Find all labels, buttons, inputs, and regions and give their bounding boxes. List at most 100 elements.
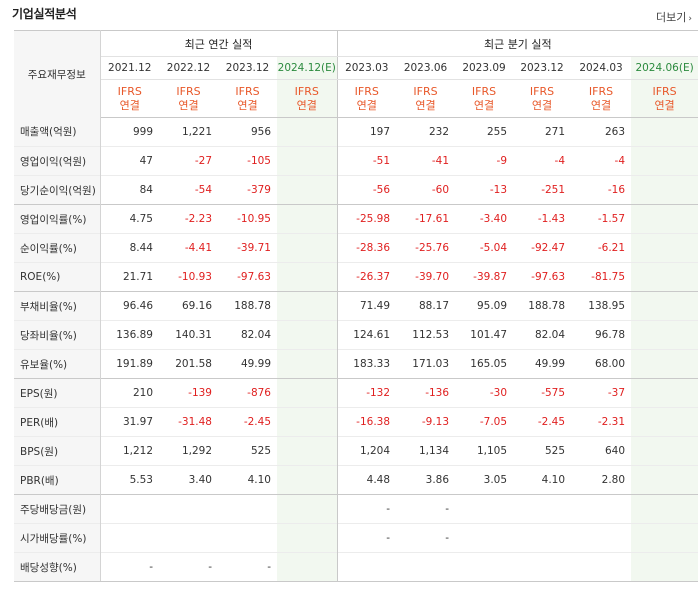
- table-cell: -: [336, 523, 397, 553]
- table-cell: 21.71: [100, 262, 159, 292]
- ifrs-line2: 연결: [296, 98, 317, 112]
- section-title: 기업실적분석: [12, 7, 77, 21]
- table-row: 유보율(%) 191.89 201.58 49.99 183.33 171.03 165.0…: [14, 349, 698, 379]
- table-cell: 1,221: [181, 126, 212, 138]
- table-cell: -: [396, 523, 456, 553]
- row-label: EPS(원): [14, 378, 101, 408]
- table-cell: -: [100, 552, 159, 582]
- table-cell: -6.21: [571, 233, 632, 263]
- table-cell: 112.53: [396, 320, 456, 350]
- table-cell: 2.80: [571, 465, 632, 495]
- table-cell: -: [336, 494, 397, 524]
- ifrs-label: IFRS 연결: [159, 79, 218, 118]
- ifrs-label: IFRS 연결: [631, 79, 698, 118]
- table-cell: [277, 175, 338, 205]
- table-cell: [277, 291, 338, 321]
- table-cell: -5.04: [455, 233, 514, 263]
- table-cell: -4.41: [159, 233, 218, 263]
- ifrs-line2: 연결: [356, 98, 377, 112]
- table-cell: -81.75: [571, 262, 632, 292]
- table-cell: [631, 320, 698, 350]
- table-row: 당기순이익(억원) 84 -54 -379 -56 -60 -13 -251 -16: [14, 175, 698, 205]
- ifrs-label: IFRS 연결: [513, 79, 572, 118]
- table-cell: 3.86: [396, 465, 456, 495]
- table-cell: [631, 291, 698, 321]
- table-cell: -7.05: [455, 407, 514, 437]
- table-cell: [277, 465, 338, 495]
- table-cell: [631, 146, 698, 176]
- table-cell: 191.89: [100, 349, 159, 379]
- table-cell: [455, 552, 514, 582]
- table-cell: -575: [513, 378, 572, 408]
- row-label: 당좌비율(%): [14, 320, 101, 350]
- table-cell: 1,292: [159, 436, 218, 466]
- table-cell: -97.63: [513, 262, 572, 292]
- table-cell: -379: [218, 175, 277, 205]
- table-cell: [277, 117, 338, 147]
- table-cell: 96.78: [571, 320, 632, 350]
- table-row: 시가배당률(%) - -: [14, 523, 698, 553]
- table-cell: -2.45: [513, 407, 572, 437]
- table-cell: [277, 407, 338, 437]
- table-cell: -39.87: [455, 262, 514, 292]
- more-link[interactable]: 더보기 ›: [656, 9, 692, 25]
- table-row: 영업이익(억원) 47 -27 -105 -51 -41 -9 -4 -4: [14, 146, 698, 176]
- table-cell: 82.04: [513, 320, 572, 350]
- ifrs-line2: 연결: [531, 98, 553, 112]
- table-cell: 8.44: [100, 233, 159, 263]
- table-cell: 171.03: [396, 349, 456, 379]
- table-cell: [631, 523, 698, 553]
- quarter-date-header: 2023.06: [396, 56, 456, 80]
- quarter-date-header: 2023.12: [513, 56, 572, 80]
- ifrs-line1: IFRS: [294, 84, 319, 98]
- annual-date-header: 2022.12: [159, 56, 218, 80]
- table-cell: [513, 552, 572, 582]
- quarter-date-header: 2024.03: [571, 56, 632, 80]
- quarter-group-header: 최근 분기 실적: [336, 30, 698, 57]
- table-cell: [631, 465, 698, 495]
- table-cell: 101.47: [455, 320, 514, 350]
- table-cell: 232: [428, 126, 450, 138]
- table-cell: -105: [218, 146, 277, 176]
- table-cell: [571, 494, 632, 524]
- table-row: EPS(원) 210 -139 -876 -132 -136 -30 -575 -37: [14, 378, 698, 408]
- table-cell: [631, 349, 698, 379]
- table-cell: [631, 204, 698, 234]
- table-cell: [277, 320, 338, 350]
- ifrs-line2: 연결: [119, 98, 140, 112]
- table-cell: [100, 494, 159, 524]
- table-cell: -30: [455, 378, 514, 408]
- ifrs-line2: 연결: [590, 98, 612, 112]
- table-cell: 3.05: [455, 465, 514, 495]
- ifrs-label: IFRS 연결: [396, 79, 456, 118]
- ifrs-line2: 연결: [237, 98, 258, 112]
- table-cell: 1,105: [455, 436, 514, 466]
- ifrs-line2: 연결: [654, 98, 675, 112]
- table-cell: 124.61: [336, 320, 397, 350]
- ifrs-line1: IFRS: [588, 84, 614, 98]
- table-cell: 1,204: [336, 436, 397, 466]
- table-cell: [631, 262, 698, 292]
- table-cell: 4.48: [336, 465, 397, 495]
- table-cell: 49.99: [218, 349, 277, 379]
- table-cell: 5.53: [100, 465, 159, 495]
- table-cell: 201.58: [159, 349, 218, 379]
- table-cell: -25.76: [396, 233, 456, 263]
- table-row: 영업이익률(%) 4.75 -2.23 -10.95 -25.98 -17.61 -3.40…: [14, 204, 698, 234]
- table-cell: 88.17: [396, 291, 456, 321]
- row-label: 유보율(%): [14, 349, 101, 379]
- table-cell: -9: [455, 146, 514, 176]
- row-label: ROE(%): [14, 262, 101, 292]
- table-cell: -2.23: [159, 204, 218, 234]
- table-cell: -139: [159, 378, 218, 408]
- table-cell: -60: [396, 175, 456, 205]
- table-row: PBR(배) 5.53 3.40 4.10 4.48 3.86 3.05 4.10 2.80: [14, 465, 698, 495]
- label-header: 주요재무정보: [14, 30, 101, 118]
- ifrs-line1: IFRS: [235, 84, 260, 98]
- table-cell: -10.95: [218, 204, 277, 234]
- table-cell: 188.78: [513, 291, 572, 321]
- row-label: 매출액(억원): [14, 117, 101, 147]
- table-cell: -27: [159, 146, 218, 176]
- table-cell: -132: [336, 378, 397, 408]
- row-label: 영업이익률(%): [14, 204, 101, 234]
